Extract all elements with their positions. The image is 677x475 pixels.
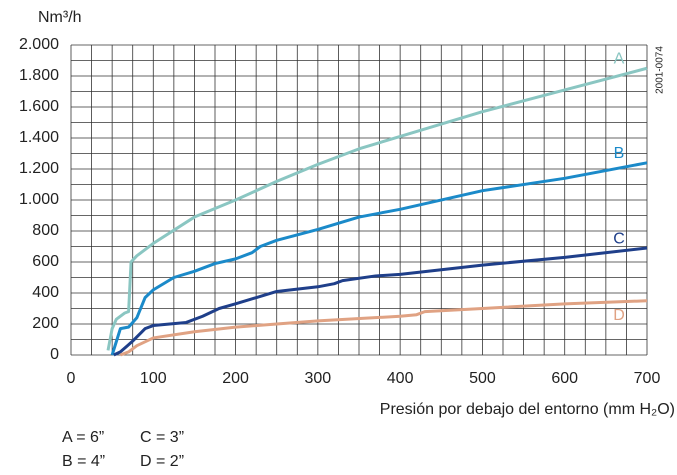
y-tick-label: 400 (32, 284, 59, 301)
x-tick-label: 100 (140, 370, 167, 387)
y-tick-label: 0 (50, 346, 59, 363)
y-unit: Nm³/h (38, 9, 82, 26)
legend-note: D = 2” (140, 453, 184, 470)
y-tick-label: 200 (32, 315, 59, 332)
data-line (110, 161, 648, 356)
x-tick-label: 0 (67, 370, 76, 387)
legend-note: B = 4” (62, 453, 105, 470)
y-tick-label: 1.400 (19, 129, 59, 146)
x-tick-label: 200 (222, 370, 249, 387)
series-label: B (614, 145, 625, 162)
x-tick-label: 500 (469, 370, 496, 387)
data-line (113, 246, 648, 357)
y-tick-label: 1.800 (19, 67, 59, 84)
x-tick-label: 400 (387, 370, 414, 387)
series-label: A (614, 50, 625, 67)
x-tick-label: 600 (551, 370, 578, 387)
y-tick-label: 1.000 (19, 191, 59, 208)
legend-note: C = 3” (140, 429, 184, 446)
figure-code: 2001-0074 (655, 46, 666, 94)
y-tick-label: 1.600 (19, 98, 59, 115)
legend-note: A = 6” (62, 429, 104, 446)
y-tick-label: 800 (32, 222, 59, 239)
y-tick-label: 1.200 (19, 160, 59, 177)
y-tick-label: 600 (32, 253, 59, 270)
series-label: D (613, 307, 625, 324)
y-tick-label: 2.000 (19, 36, 59, 53)
series-label: C (613, 230, 625, 247)
data-line (106, 66, 648, 351)
x-axis-label: Presión por debajo del entorno (mm H₂O) (380, 401, 675, 418)
x-tick-label: 300 (305, 370, 332, 387)
x-tick-label: 700 (634, 370, 661, 387)
data-line (119, 299, 648, 357)
